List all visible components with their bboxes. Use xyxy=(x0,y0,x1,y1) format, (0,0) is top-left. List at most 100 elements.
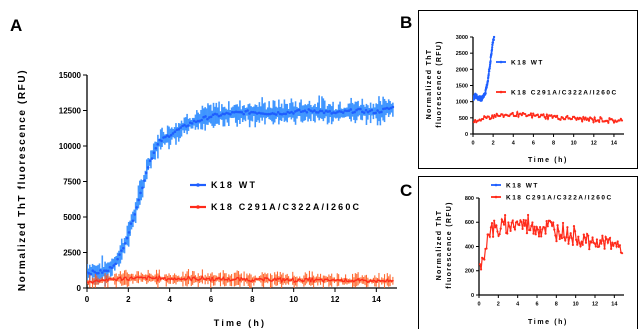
series-0-point xyxy=(602,239,605,243)
series-1-point xyxy=(254,278,257,280)
series-0-point xyxy=(190,122,194,125)
series-1-point xyxy=(474,119,477,122)
series-1-point xyxy=(159,278,162,280)
series-1-point xyxy=(283,279,286,282)
series-1-point xyxy=(255,278,258,280)
series-0-point xyxy=(544,232,547,235)
series-0-point xyxy=(540,235,543,238)
series-1-point xyxy=(126,278,129,281)
series-0-point xyxy=(274,113,278,116)
series-1-point xyxy=(155,276,158,279)
series-0-point xyxy=(598,245,601,248)
series-0-point xyxy=(144,171,148,175)
series-1-point xyxy=(493,114,496,117)
series-1-point xyxy=(563,118,567,121)
series-0-point xyxy=(183,123,186,127)
series-1-point xyxy=(284,278,287,281)
series-0-point xyxy=(359,107,362,111)
series-0-point xyxy=(133,213,137,216)
series-1-point xyxy=(501,113,504,116)
series-0-point xyxy=(491,46,494,49)
series-1-point xyxy=(312,280,315,283)
series-1-point xyxy=(544,117,547,120)
series-0-point xyxy=(165,134,169,137)
series-0-point xyxy=(610,247,613,250)
panel-a-plot-area xyxy=(87,95,395,288)
series-1-point xyxy=(265,277,268,280)
panel-c-x-tick-label: 10 xyxy=(573,302,579,308)
series-1-point xyxy=(351,279,354,282)
series-0-point xyxy=(522,218,525,222)
series-1-point xyxy=(232,278,234,281)
legend-marker-1 xyxy=(196,205,200,209)
series-0-point xyxy=(612,244,615,247)
series-0-point xyxy=(572,225,576,228)
series-1-point xyxy=(619,117,622,120)
series-0-point xyxy=(297,108,301,112)
series-0-point xyxy=(343,109,347,112)
series-1-point xyxy=(186,277,189,280)
legend-marker-0 xyxy=(499,60,503,64)
series-1-point xyxy=(378,279,380,282)
series-1-point xyxy=(326,278,329,281)
series-1-point xyxy=(389,279,391,282)
series-1-point xyxy=(536,113,539,116)
series-0-point xyxy=(567,242,570,245)
series-1-point xyxy=(266,277,269,280)
series-0-line xyxy=(473,36,495,102)
series-1-point xyxy=(209,279,212,282)
series-0-point xyxy=(543,226,546,229)
series-1-point xyxy=(301,280,304,282)
panel-b-x-tick-label: 10 xyxy=(571,141,577,147)
series-0-point xyxy=(591,236,594,239)
series-1-point xyxy=(380,280,383,282)
series-1-point xyxy=(239,279,241,282)
series-0-point xyxy=(240,111,244,114)
series-0-point xyxy=(315,111,318,114)
panel-c-y-tick-label: 0 xyxy=(471,293,474,299)
series-0-point xyxy=(164,135,167,139)
panel-c-x-tick-label: 0 xyxy=(477,302,480,308)
series-0-point xyxy=(229,112,232,116)
series-0-point xyxy=(196,119,200,123)
series-0-point xyxy=(141,186,144,190)
series-0-point xyxy=(118,253,121,256)
panel-b-plot: 0 2 4 6 8 10 12 14 0 500 1000 1500 2000 2500 3000 K18 W… xyxy=(456,35,624,147)
series-1-point xyxy=(582,115,585,119)
series-0-point xyxy=(110,266,114,270)
series-0-point xyxy=(600,242,603,245)
series-1-point xyxy=(177,277,180,280)
series-1-point xyxy=(371,280,373,283)
series-1-point xyxy=(315,278,318,281)
series-0-point xyxy=(116,257,119,261)
series-0-point xyxy=(502,223,506,226)
series-1-point xyxy=(551,116,554,119)
series-0-point xyxy=(529,229,532,232)
panel-b-x-tick-label: 6 xyxy=(532,141,535,147)
series-0-point xyxy=(513,228,517,231)
series-1-point xyxy=(479,119,482,122)
series-1-point xyxy=(93,280,95,283)
series-1-point xyxy=(113,278,116,281)
series-0-point xyxy=(582,233,585,236)
series-1-point xyxy=(355,279,358,281)
series-0-point xyxy=(580,240,583,243)
panel-a-y-tick-label: 5000 xyxy=(63,213,81,222)
series-0-point xyxy=(604,235,607,239)
series-1-point xyxy=(473,120,476,124)
series-0-point xyxy=(284,112,288,116)
series-1-point xyxy=(204,278,207,281)
series-0-point xyxy=(499,227,502,230)
series-0-point xyxy=(497,234,500,238)
series-1-point xyxy=(201,275,204,278)
series-1-point xyxy=(152,277,155,280)
series-0-point xyxy=(605,238,608,241)
series-1-point xyxy=(574,117,577,120)
series-0-point xyxy=(230,110,234,114)
series-0-point xyxy=(506,232,509,235)
series-1-point xyxy=(169,278,172,281)
series-0-point xyxy=(290,110,293,114)
series-0-point xyxy=(561,221,565,225)
series-0-point xyxy=(322,111,326,115)
